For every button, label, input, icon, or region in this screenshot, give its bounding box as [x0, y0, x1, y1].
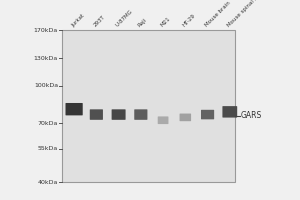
Text: Jurkat: Jurkat: [70, 13, 86, 28]
Text: U-87MG: U-87MG: [115, 9, 134, 28]
FancyBboxPatch shape: [180, 114, 191, 121]
Text: Raji: Raji: [137, 17, 148, 28]
Text: 40kDa: 40kDa: [38, 180, 58, 184]
FancyBboxPatch shape: [222, 106, 237, 118]
FancyBboxPatch shape: [112, 109, 126, 120]
FancyBboxPatch shape: [65, 103, 83, 115]
Bar: [62, 30, 235, 182]
Text: 130kDa: 130kDa: [34, 56, 58, 61]
Text: 55kDa: 55kDa: [38, 146, 58, 151]
Text: Mouse brain: Mouse brain: [204, 1, 231, 28]
Text: HT-29: HT-29: [182, 13, 196, 28]
Text: 70kDa: 70kDa: [38, 121, 58, 126]
FancyBboxPatch shape: [90, 109, 103, 120]
Text: GARS: GARS: [241, 111, 262, 120]
FancyBboxPatch shape: [158, 116, 168, 124]
Text: 293T: 293T: [93, 15, 106, 28]
Text: Mouse spinal cord: Mouse spinal cord: [226, 0, 265, 28]
Text: M21: M21: [160, 16, 171, 28]
Text: 100kDa: 100kDa: [34, 83, 58, 88]
FancyBboxPatch shape: [134, 109, 147, 120]
Text: 170kDa: 170kDa: [34, 27, 58, 32]
FancyBboxPatch shape: [201, 110, 214, 119]
